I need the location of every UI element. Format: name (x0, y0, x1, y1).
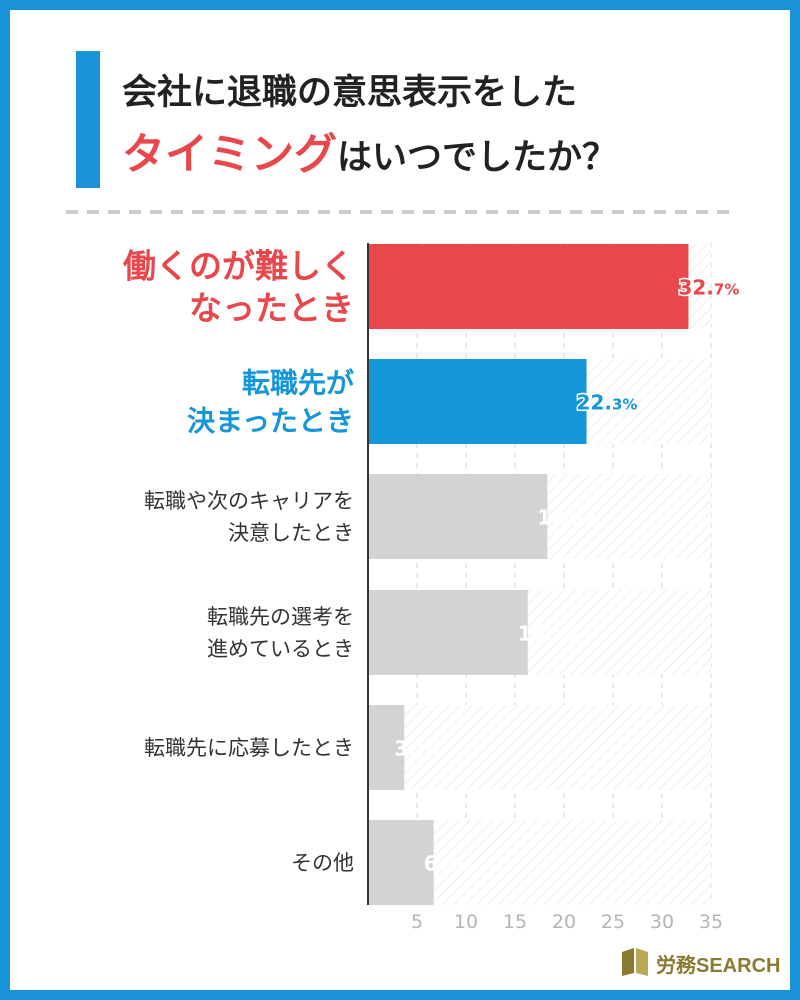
x-tick-label: 15 (503, 911, 527, 933)
value-label-number: 16. (518, 622, 553, 646)
title-accent-bar (76, 51, 100, 188)
bar (368, 590, 528, 675)
bars (368, 244, 689, 905)
chart-title-line1: 会社に退職の意思表示をした (122, 73, 578, 113)
value-label-decimal: 7% (445, 857, 470, 875)
bar (368, 820, 434, 905)
x-tick-label: 10 (454, 911, 478, 933)
x-tick-label: 20 (552, 911, 576, 933)
value-label-decimal: 7% (416, 742, 441, 760)
category-label: 転職先に応募したとき (144, 736, 354, 760)
category-label: 決まったとき (187, 405, 354, 438)
value-label-number: 22. (577, 391, 612, 415)
value-label: 16.3% (518, 622, 579, 646)
x-axis-ticks: 5 10 15 20 25 30 35 (411, 911, 723, 933)
value-label-number: 32. (678, 276, 713, 300)
x-tick-label: 25 (601, 911, 625, 933)
x-tick-label: 30 (650, 911, 674, 933)
value-label-decimal: 7% (714, 281, 739, 299)
category-label: 転職先が (242, 367, 354, 400)
bar (368, 705, 405, 790)
bar (368, 244, 689, 329)
brand-logo-text: 労務SEARCH (656, 955, 781, 977)
category-label: 進めているとき (207, 637, 354, 661)
value-labels: 32.7%22.3%18.3%16.3%3.7%6.7% (394, 274, 741, 876)
value-label-number: 18. (537, 506, 572, 530)
value-label-number: 3. (394, 737, 416, 761)
x-tick-label: 35 (699, 911, 723, 933)
category-label: 決意したとき (228, 521, 354, 545)
chart-title-rest: はいつでしたか？ (337, 138, 618, 178)
bar (368, 474, 548, 559)
category-label: 働くのが難しく (123, 246, 354, 285)
chart-title-line2: タイミングはいつでしたか？ (122, 120, 617, 182)
category-labels: 働くのが難しくなったとき転職先が決まったとき転職や次のキャリアを決意したとき転職… (123, 246, 354, 875)
category-label: 転職や次のキャリアを (144, 489, 354, 513)
book-icon (622, 948, 648, 976)
value-label: 18.3% (537, 506, 598, 530)
value-label-decimal: 3% (573, 511, 598, 529)
value-label-decimal: 3% (553, 627, 578, 645)
bar-background (368, 705, 711, 790)
chart-title-emphasis: タイミング (122, 130, 337, 180)
x-tick-label: 5 (411, 911, 423, 933)
bar-backgrounds (368, 244, 711, 905)
value-label: 22.3% (577, 391, 638, 415)
value-label: 32.7% (678, 276, 739, 300)
value-label-decimal: 3% (612, 396, 637, 414)
category-label: 転職先の選考を (207, 605, 354, 629)
gridlines (416, 243, 712, 905)
brand-logo: 労務SEARCH (620, 944, 780, 978)
category-label: なったとき (189, 288, 354, 327)
bar (368, 359, 587, 444)
value-label: 3.7% (394, 737, 441, 761)
value-label-number: 6. (424, 852, 446, 876)
category-label: その他 (291, 851, 354, 875)
value-label: 6.7% (424, 852, 471, 876)
